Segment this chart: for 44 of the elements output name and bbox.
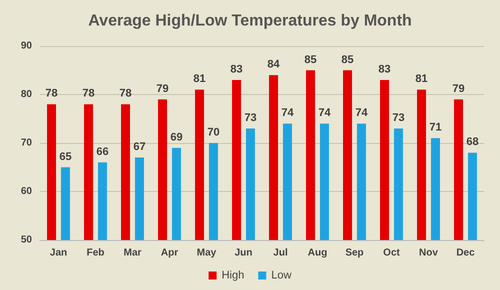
data-label: 66 [96, 146, 109, 158]
data-label: 85 [304, 54, 317, 66]
data-label: 73 [244, 112, 257, 124]
data-label: 74 [355, 107, 368, 120]
y-tick-label: 50 [20, 234, 32, 246]
data-label: 70 [207, 126, 220, 138]
x-tick-label: Oct [383, 248, 401, 258]
x-tick-label: Jun [234, 248, 252, 258]
x-tick-label: Dec [456, 248, 476, 258]
y-tick-label: 70 [20, 138, 32, 148]
data-label: 81 [415, 73, 428, 86]
data-label: 83 [378, 63, 391, 76]
x-tick-label: Aug [308, 248, 328, 258]
x-tick-label: Nov [419, 248, 438, 258]
data-label: 71 [429, 122, 442, 134]
data-label: 81 [193, 73, 206, 86]
x-tick-label: Jan [50, 248, 68, 258]
data-label: 85 [341, 54, 354, 66]
x-tick-label: May [196, 248, 217, 258]
data-label: 78 [119, 88, 132, 100]
data-label: 74 [318, 107, 332, 120]
x-tick-label: Feb [86, 248, 104, 258]
y-tick-label: 60 [20, 186, 32, 197]
chart-title: Average High/Low Temperatures by Month [88, 12, 412, 30]
data-label: 69 [170, 131, 183, 144]
data-label: 68 [466, 136, 479, 148]
data-label: 79 [156, 82, 169, 95]
y-tick-label: 80 [20, 89, 32, 100]
data-label: 78 [82, 88, 95, 100]
x-tick-label: Jul [273, 248, 288, 258]
data-label: 84 [267, 58, 281, 71]
y-tick-label: 90 [20, 40, 32, 52]
x-tick-label: Mar [124, 248, 142, 258]
legend-label: Low [271, 270, 292, 282]
data-label: 67 [133, 141, 146, 154]
data-label: 65 [59, 150, 72, 163]
x-tick-label: Sep [345, 248, 364, 258]
data-label: 83 [230, 63, 243, 76]
data-label: 74 [281, 107, 294, 120]
data-label: 79 [452, 82, 465, 95]
data-label: 78 [45, 88, 58, 100]
data-label: 73 [392, 112, 405, 124]
legend-label: High [222, 270, 244, 282]
x-tick-label: Apr [160, 248, 178, 258]
